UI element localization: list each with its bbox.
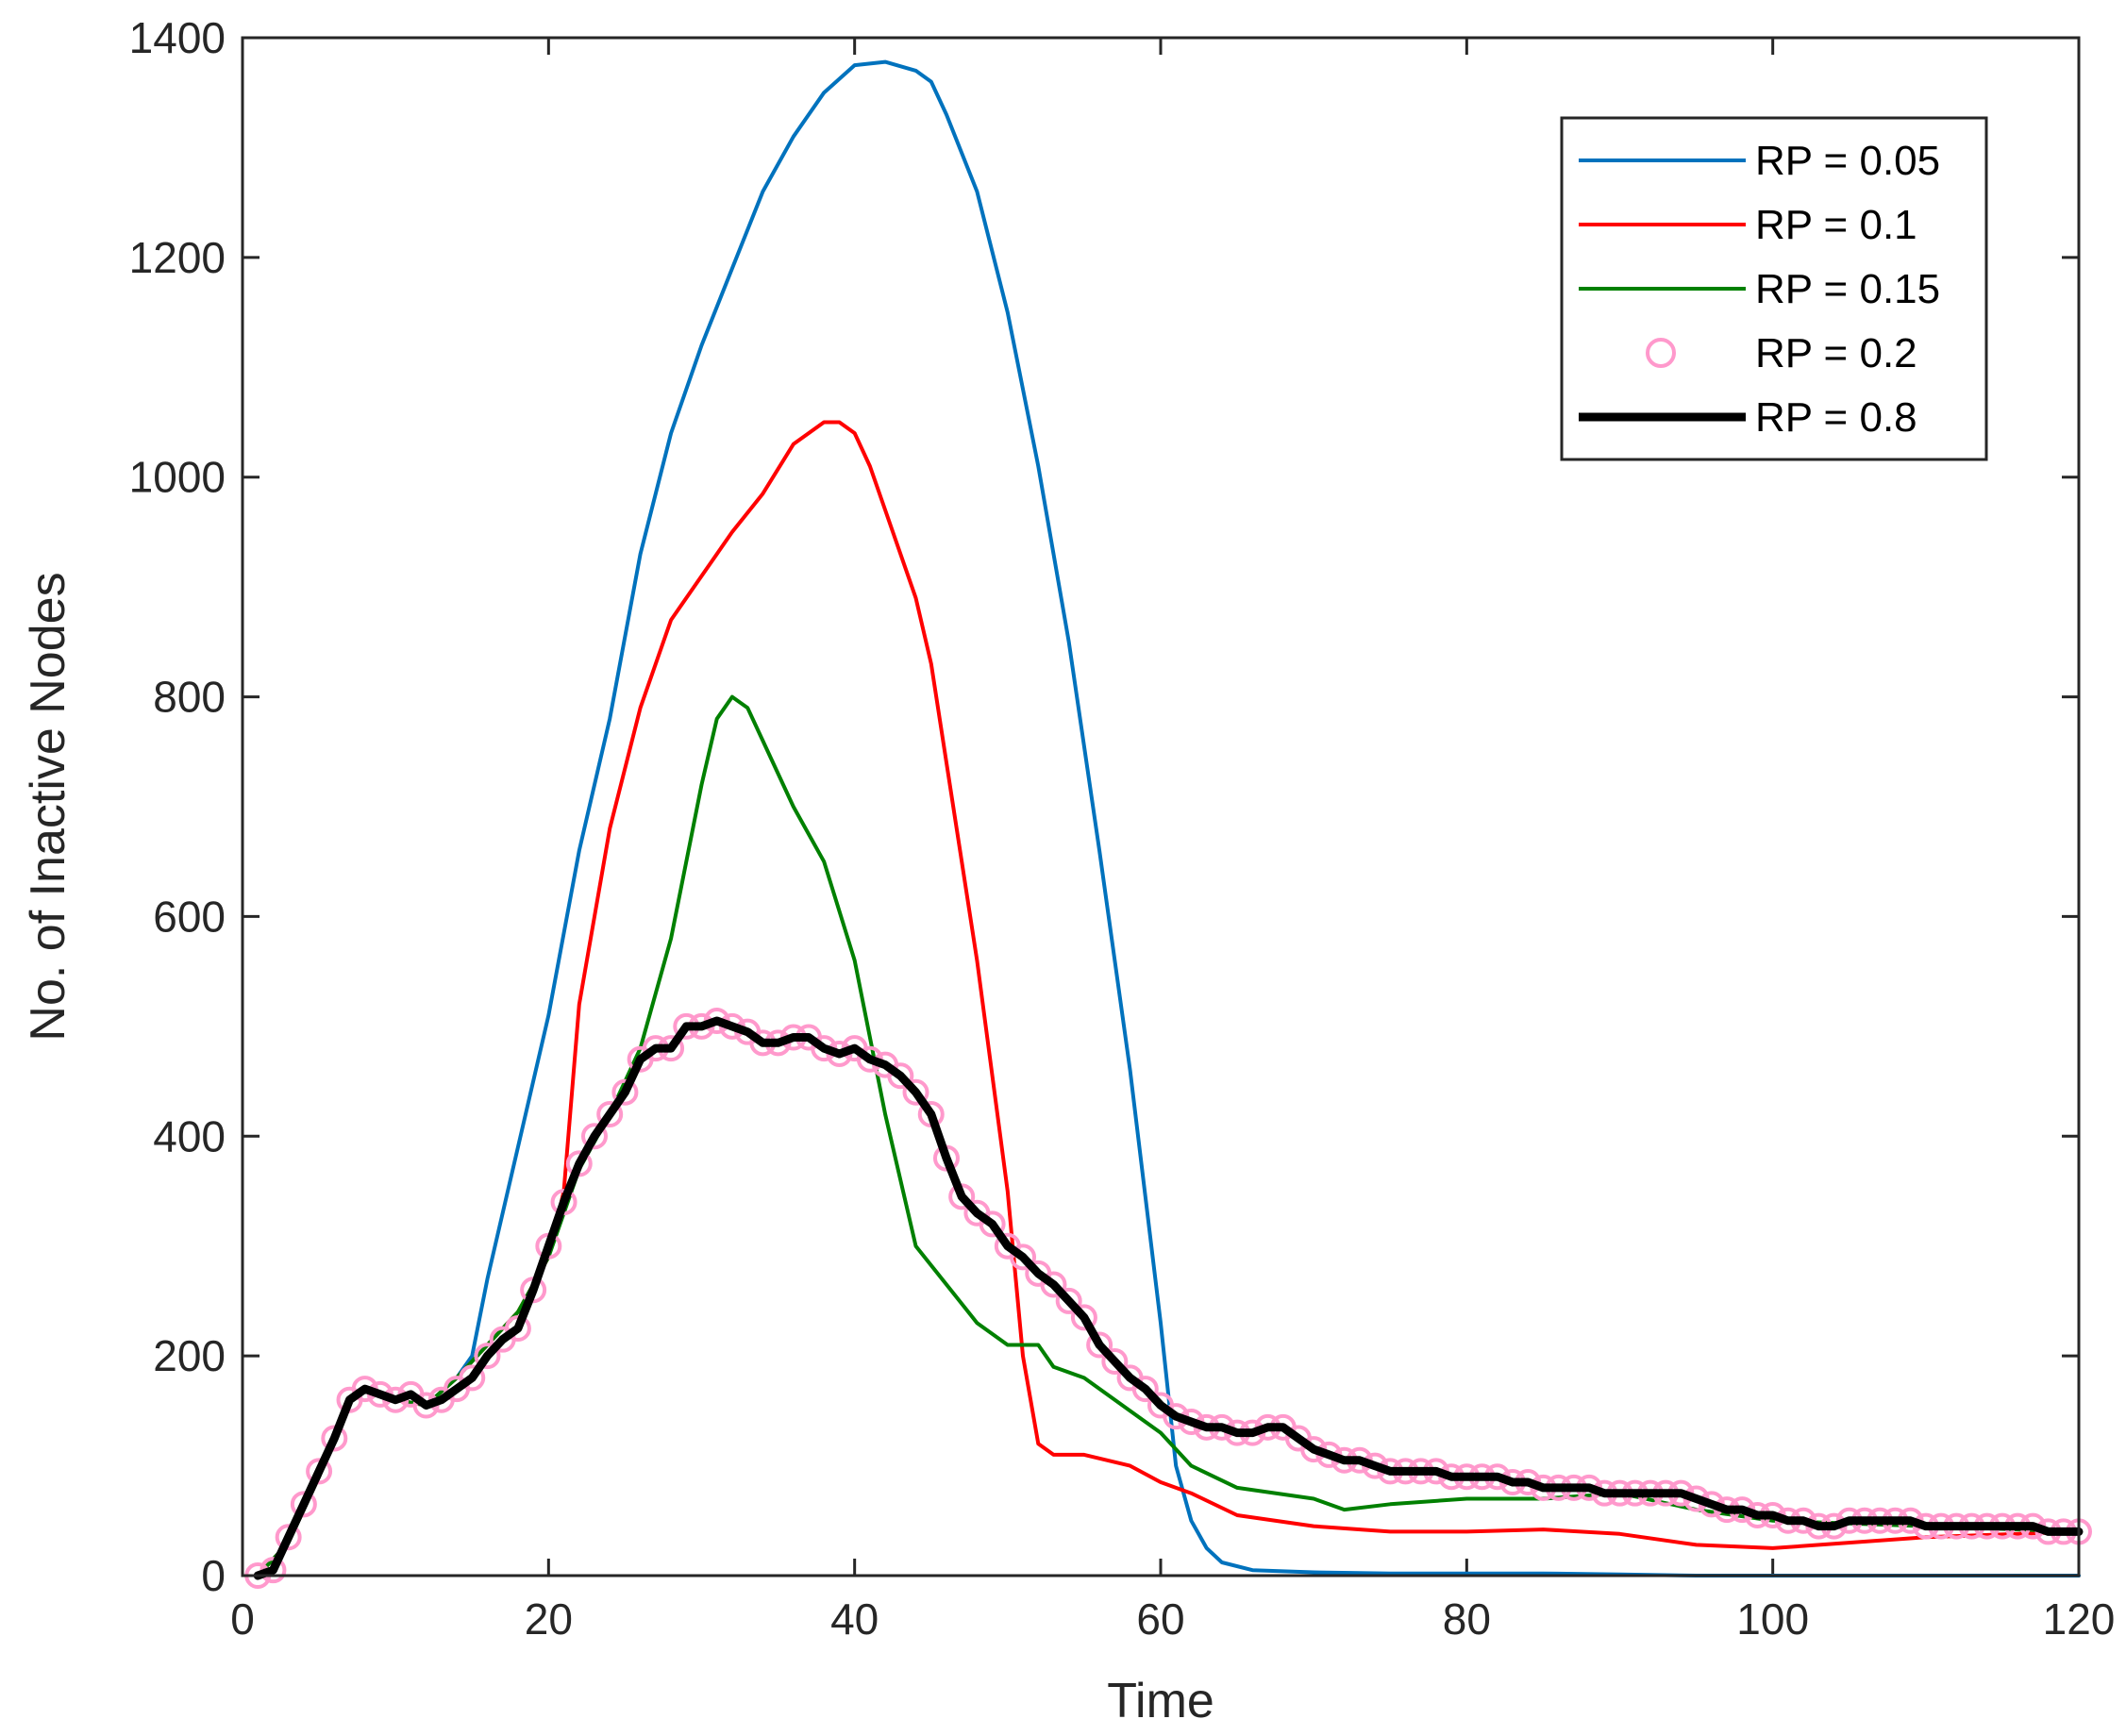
plot-frame xyxy=(241,36,2081,1577)
y-axis-title: No. of Inactive Nodes xyxy=(21,572,75,1041)
y-tick-label: 200 xyxy=(153,1331,226,1380)
data-point xyxy=(887,1062,914,1090)
data-point xyxy=(1040,1271,1067,1298)
data-point xyxy=(1131,1376,1159,1403)
y-tick-label: 1200 xyxy=(129,233,226,282)
x-tick-label: 0 xyxy=(230,1594,255,1644)
series-line-rp-0-8 xyxy=(253,1016,2084,1580)
series-line-rp-0-15 xyxy=(256,694,2081,1577)
x-tick-label: 40 xyxy=(830,1594,879,1644)
x-axis-title: Time xyxy=(1107,1674,1214,1728)
legend-label: RP = 0.05 xyxy=(1755,138,1940,184)
data-point xyxy=(459,1364,486,1392)
series-layer xyxy=(244,59,2092,1589)
y-tick-label: 800 xyxy=(153,673,226,722)
x-tick-label: 80 xyxy=(1443,1594,1491,1644)
x-tick-label: 100 xyxy=(1736,1594,1809,1644)
legend-label: RP = 0.15 xyxy=(1755,266,1940,312)
y-tick-label: 600 xyxy=(153,892,226,941)
data-point xyxy=(275,1524,302,1551)
data-point xyxy=(979,1210,1006,1238)
y-tick-label: 1000 xyxy=(129,453,226,502)
data-point xyxy=(474,1343,501,1370)
data-point xyxy=(611,1078,639,1106)
legend-label: RP = 0.8 xyxy=(1755,394,1917,441)
data-point xyxy=(1101,1347,1129,1375)
data-point xyxy=(580,1123,608,1150)
y-tick-label: 400 xyxy=(153,1111,226,1160)
data-point xyxy=(1055,1287,1082,1314)
data-point xyxy=(1010,1244,1037,1271)
data-point xyxy=(596,1101,624,1127)
data-point xyxy=(1086,1331,1113,1359)
legend-label: RP = 0.1 xyxy=(1755,202,1917,248)
data-point xyxy=(306,1458,333,1485)
legend-marker xyxy=(1646,338,1676,368)
x-tick-label: 120 xyxy=(2043,1594,2116,1644)
legend: RP = 0.05 RP = 0.1 RP = 0.15 RP = 0.2 RP = 0… xyxy=(1560,116,1988,461)
data-point xyxy=(290,1491,317,1518)
data-point xyxy=(1070,1304,1097,1331)
data-point xyxy=(902,1078,929,1106)
y-tick-label: 0 xyxy=(201,1551,226,1600)
legend-label: RP = 0.2 xyxy=(1755,330,1917,376)
x-tick-label: 20 xyxy=(525,1594,573,1644)
series-line-rp-0-05 xyxy=(256,59,2081,1577)
y-tick-label: 1400 xyxy=(129,13,226,62)
x-tick-label: 60 xyxy=(1136,1594,1184,1644)
